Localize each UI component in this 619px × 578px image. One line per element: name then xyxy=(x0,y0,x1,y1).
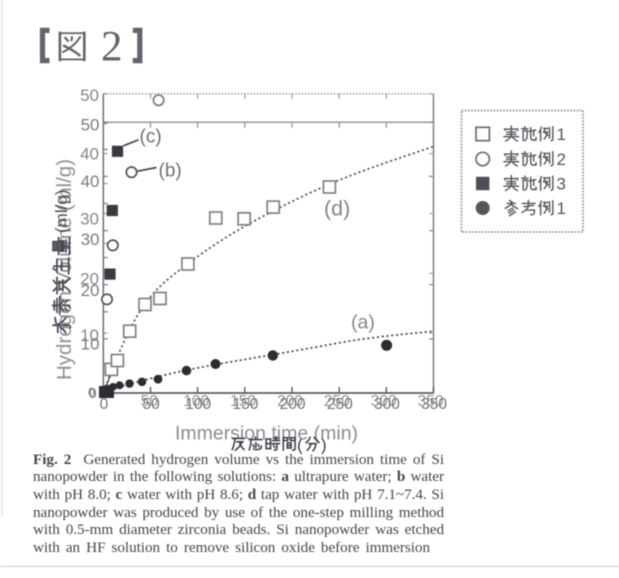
svg-text:(d): (d) xyxy=(324,196,350,220)
svg-text:(a): (a) xyxy=(351,312,375,334)
svg-text:3: 3 xyxy=(557,175,566,194)
svg-text:50: 50 xyxy=(80,86,99,105)
svg-text:20: 20 xyxy=(80,270,99,289)
svg-text:30: 30 xyxy=(81,230,100,249)
svg-text:0: 0 xyxy=(88,385,95,399)
svg-text:300: 300 xyxy=(371,393,397,410)
svg-text:(c): (c) xyxy=(140,127,162,148)
svg-text:(ml/g): (ml/g) xyxy=(52,190,71,233)
svg-text:20: 20 xyxy=(81,281,100,300)
svg-text:2: 2 xyxy=(557,150,566,169)
svg-text:50: 50 xyxy=(141,393,159,410)
svg-text:30: 30 xyxy=(80,210,99,229)
svg-text:(: ( xyxy=(297,436,303,455)
svg-text:150: 150 xyxy=(230,393,256,410)
svg-text:2: 2 xyxy=(101,24,123,71)
svg-text:Immersion time (min): Immersion time (min) xyxy=(175,423,358,445)
svg-text:350: 350 xyxy=(421,396,447,413)
svg-text:50: 50 xyxy=(81,116,100,135)
svg-text:40: 40 xyxy=(81,172,100,191)
svg-text:100: 100 xyxy=(183,393,209,410)
svg-text:100: 100 xyxy=(185,396,211,413)
svg-text:10: 10 xyxy=(81,334,100,353)
svg-text:50: 50 xyxy=(142,396,160,413)
svg-text:250: 250 xyxy=(327,396,353,413)
svg-text:1: 1 xyxy=(557,125,566,144)
svg-text:350: 350 xyxy=(418,393,444,410)
svg-text:150: 150 xyxy=(232,396,258,413)
svg-text:250: 250 xyxy=(324,393,350,410)
svg-text:(b): (b) xyxy=(159,161,182,182)
svg-text:): ) xyxy=(321,436,327,455)
svg-text:40: 40 xyxy=(80,145,99,164)
svg-text:10: 10 xyxy=(80,326,99,345)
svg-text:200: 200 xyxy=(277,393,303,410)
svg-text:200: 200 xyxy=(280,396,306,413)
svg-text:0: 0 xyxy=(100,396,109,413)
svg-text:300: 300 xyxy=(374,396,400,413)
svg-text:0: 0 xyxy=(89,386,97,401)
svg-text:1: 1 xyxy=(557,199,566,218)
